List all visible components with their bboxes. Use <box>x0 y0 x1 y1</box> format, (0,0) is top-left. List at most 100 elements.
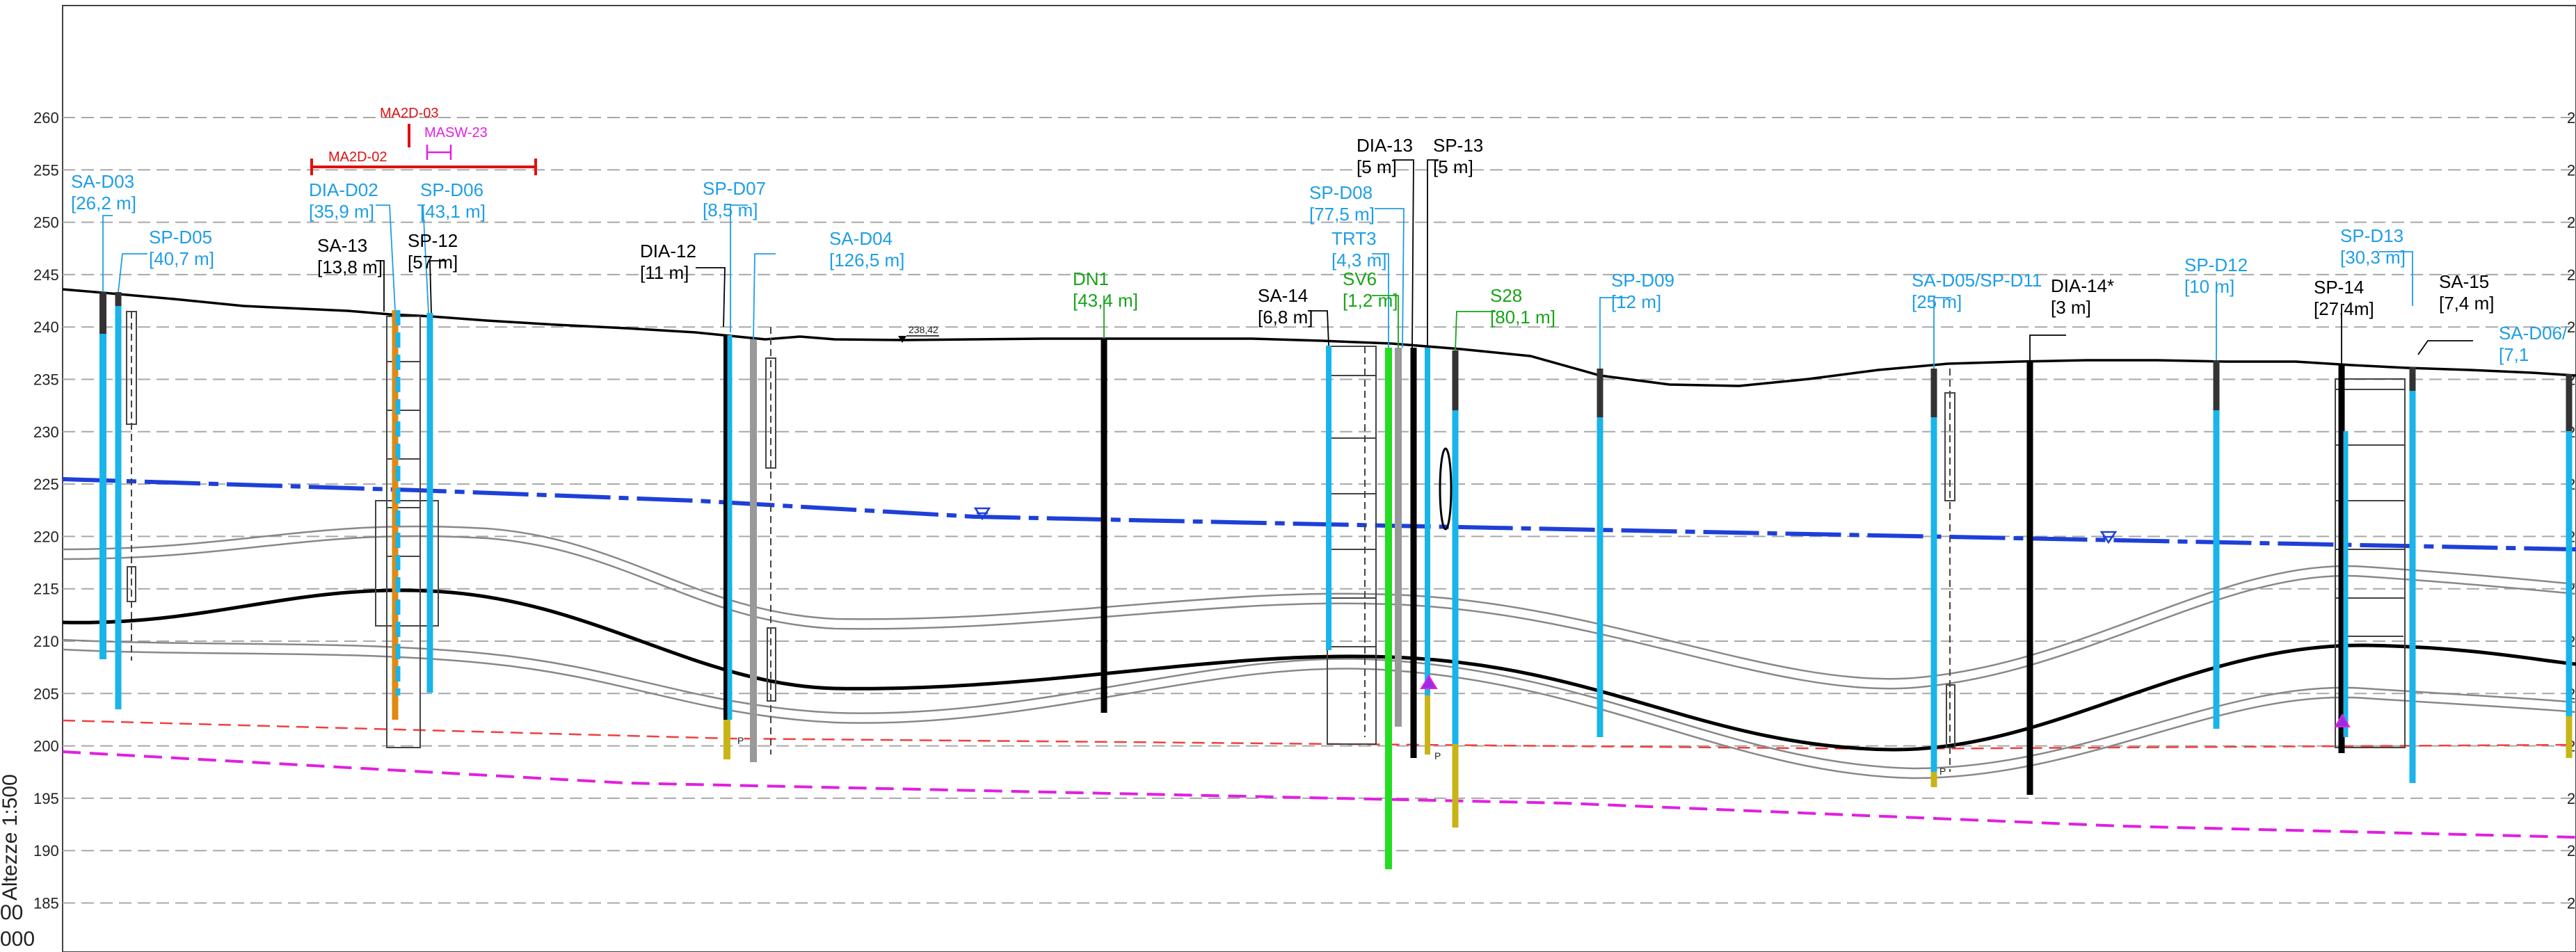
borehole-name: SA-D05/SP-D11 <box>1912 270 2042 291</box>
borehole-dia-d02[interactable]: DIA-D02[35,9 m] <box>309 179 396 311</box>
ground-surface <box>62 288 2576 387</box>
leader-line <box>2029 334 2066 362</box>
borehole-name: SP-12 <box>408 230 458 251</box>
leader-line <box>1372 295 1399 348</box>
leader-line <box>730 204 748 332</box>
borehole-columns <box>126 311 2406 772</box>
leader-line <box>1375 208 1405 348</box>
scale-fragment-1: 00 <box>0 901 23 924</box>
right-tick-label: 2 <box>2567 842 2575 860</box>
borehole-sp-12[interactable]: SP-12[57 m] <box>408 230 458 314</box>
drawing-frame <box>62 5 2576 952</box>
right-tick-label: 2 <box>2567 214 2575 232</box>
triangle-marker-2 <box>2334 713 2351 727</box>
elevation-tick-label: 260 <box>33 109 59 127</box>
borehole-depth: [8,5 m] <box>703 200 758 220</box>
borehole-depth: [25 m] <box>1912 291 1962 312</box>
borehole-name: SP-14 <box>2314 277 2364 298</box>
geophysics-markers: MA2D-03 MASW-23 MA2D-02 <box>310 106 537 175</box>
borehole-depth: [3 m] <box>2051 297 2091 318</box>
leader-line <box>753 253 776 340</box>
elevation-tick-label: 220 <box>33 528 59 545</box>
elevation-tick-label: 210 <box>33 633 59 650</box>
ma2d-03-label: MA2D-03 <box>380 106 438 121</box>
right-tick-label: 2 <box>2567 895 2575 912</box>
leader-line <box>1427 159 1439 348</box>
leader-line <box>696 267 726 328</box>
piezometer-marker-2: P <box>1434 750 1441 761</box>
borehole-name: SP-D09 <box>1611 270 1674 291</box>
borehole-sv6[interactable]: SV6[1,2 m] <box>1343 268 1399 348</box>
right-tick-label: 2 <box>2567 790 2575 807</box>
borehole-name: SP-D12 <box>2184 255 2248 275</box>
borehole-sp-d08[interactable]: SP-D08[77,5 m] <box>1309 182 1405 348</box>
leader-line <box>1372 253 1389 348</box>
borehole-s28[interactable]: S28[80,1 m] <box>1455 285 1555 351</box>
elevation-tick-label: 200 <box>33 738 59 755</box>
borehole-depth: [30,3 m] <box>2340 247 2406 268</box>
masw-23-label: MASW-23 <box>424 125 488 140</box>
borehole-sa-13[interactable]: SA-13[13,8 m] <box>317 235 385 312</box>
leader-line <box>1455 311 1496 351</box>
borehole-sp-d05[interactable]: SP-D05[40,7 m] <box>118 227 214 293</box>
elevation-tick-label: 215 <box>33 581 59 598</box>
borehole-sp-d13[interactable]: SP-D13[30,3 m] <box>2340 225 2413 306</box>
elevation-tick-label: 195 <box>33 790 59 807</box>
leader-line <box>376 260 385 312</box>
borehole-depth: [43,1 m] <box>420 201 486 222</box>
borehole-depth: [10 m] <box>2184 276 2234 297</box>
magenta-dashed-boundary <box>62 750 2576 839</box>
borehole-depth: [5 m] <box>1433 156 1473 177</box>
borehole-sp-d12[interactable]: SP-D12[10 m] <box>2184 255 2248 360</box>
ground-point-label: 238,42 <box>909 324 938 335</box>
borehole-sa-14[interactable]: SA-14[6,8 m] <box>1258 285 1329 346</box>
borehole-depth: [11 m] <box>640 262 689 283</box>
borehole-dia-14[interactable]: DIA-14*[3 m] <box>2029 275 2114 362</box>
water-table-line <box>62 477 2576 551</box>
borehole-sa-15[interactable]: SA-15[7,4 m] <box>2417 271 2494 355</box>
borehole-dia-12[interactable]: DIA-12[11 m] <box>640 241 726 328</box>
borehole-depth: [7,1 <box>2499 344 2529 365</box>
elevation-tick-label: 255 <box>33 161 59 179</box>
borehole-depth: [26,2 m] <box>71 193 136 213</box>
borehole-depth: [35,9 m] <box>309 201 374 222</box>
test-markers: P P P <box>737 675 2351 777</box>
borehole-sa-d03[interactable]: SA-D03[26,2 m] <box>71 171 136 292</box>
leader-line <box>429 260 445 314</box>
borehole-sa-d04[interactable]: SA-D04[126,5 m] <box>753 228 904 340</box>
leader-line <box>417 204 429 314</box>
elevation-tick-label: 250 <box>33 214 59 232</box>
elevation-tick-label: 230 <box>33 423 59 441</box>
borehole-name: DIA-13 <box>1357 135 1413 156</box>
borehole-sp-14[interactable]: SP-14[27,4m] <box>2314 277 2374 365</box>
ground-point-marker: 238,42 <box>898 324 939 343</box>
borehole-sp-d07[interactable]: SP-D07[8,5 m] <box>703 178 766 332</box>
borehole-depth: [4,3 m] <box>1331 250 1386 271</box>
borehole-name: S28 <box>1490 285 1522 306</box>
borehole-depth: [5 m] <box>1357 156 1397 177</box>
borehole-name: SA-D03 <box>71 171 134 192</box>
borehole-name: SP-D05 <box>149 227 212 248</box>
elevation-tick-label: 190 <box>33 842 59 860</box>
scale-label: Altezze 1:500 <box>0 774 22 901</box>
leader-line <box>102 215 113 292</box>
borehole-name: SA-D04 <box>829 228 893 249</box>
borehole-name: SA-D06/ <box>2499 323 2568 344</box>
borehole-sa-d05-sp-d11[interactable]: SA-D05/SP-D11[25 m] <box>1912 270 2042 369</box>
borehole-dn1[interactable]: DN1[43,4 m] <box>1073 268 1138 339</box>
borehole-name: TRT3 <box>1331 228 1377 249</box>
borehole-name: DIA-14* <box>2051 275 2114 296</box>
leader-line <box>1599 297 1628 369</box>
borehole-depth: [13,8 m] <box>317 257 383 277</box>
borehole-shafts <box>99 292 2573 869</box>
borehole-sp-d06[interactable]: SP-D06[43,1 m] <box>417 179 486 314</box>
strata-boundaries <box>62 525 2576 780</box>
borehole-depth: [40,7 m] <box>149 248 214 269</box>
piezometer-marker-3: P <box>1939 766 1946 777</box>
borehole-dia-13[interactable]: DIA-13[5 m] <box>1357 135 1414 348</box>
borehole-sa-d06[interactable]: SA-D06/[7,1 <box>2499 323 2569 374</box>
borehole-sp-d09[interactable]: SP-D09[12 m] <box>1599 270 1674 369</box>
borehole-sp-13[interactable]: SP-13[5 m] <box>1427 135 1483 348</box>
borehole-trt3[interactable]: TRT3[4,3 m] <box>1331 228 1389 348</box>
